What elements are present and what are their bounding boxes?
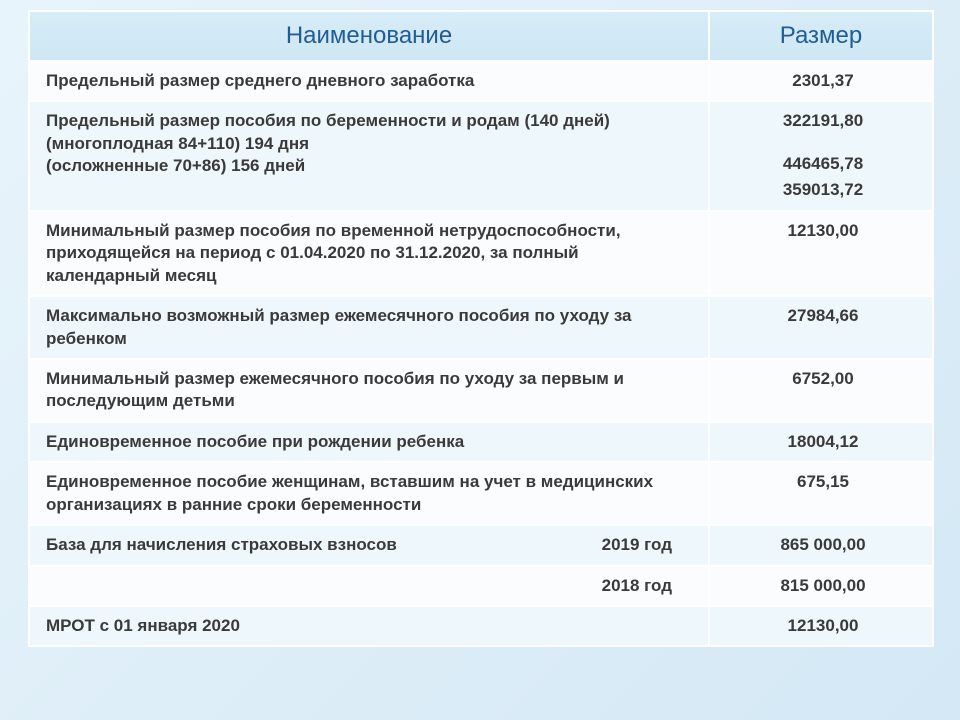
amount-cell: 27984,66 bbox=[709, 296, 933, 359]
table-row: Минимальный размер пособия по временной … bbox=[29, 211, 933, 296]
name-cell: Минимальный размер ежемесячного пособия … bbox=[29, 359, 709, 422]
name-cell: Минимальный размер пособия по временной … bbox=[29, 211, 709, 296]
name-text: Минимальный размер пособия по временной … bbox=[46, 221, 621, 285]
name-cell: Предельный размер пособия по беременност… bbox=[29, 101, 709, 210]
name-cell: Единовременное пособие при рождении ребе… bbox=[29, 422, 709, 462]
table-row: База для начисления страховых взносов 201… bbox=[29, 525, 933, 565]
name-text: Предельный размер пособия по беременност… bbox=[46, 111, 610, 175]
name-cell: Максимально возможный размер ежемесячног… bbox=[29, 296, 709, 359]
table-row: Предельный размер пособия по беременност… bbox=[29, 101, 933, 210]
table-body: Предельный размер среднего дневного зара… bbox=[29, 61, 933, 646]
name-cell: Предельный размер среднего дневного зара… bbox=[29, 61, 709, 101]
table-row: 2018 год 815 000,00 bbox=[29, 566, 933, 606]
table-header-row: Наименование Размер bbox=[29, 11, 933, 61]
amount-cell: 18004,12 bbox=[709, 422, 933, 462]
col-header-amount: Размер bbox=[709, 11, 933, 61]
name-text: Минимальный размер ежемесячного пособия … bbox=[46, 369, 624, 410]
amount-value: 359013,72 bbox=[783, 179, 863, 201]
name-cell: База для начисления страховых взносов 201… bbox=[29, 525, 709, 565]
name-cell: Единовременное пособие женщинам, вставши… bbox=[29, 462, 709, 525]
name-cell: МРОТ с 01 января 2020 bbox=[29, 606, 709, 646]
benefits-table: Наименование Размер Предельный размер ср… bbox=[28, 10, 934, 647]
amount-cell: 2301,37 bbox=[709, 61, 933, 101]
name-text: МРОТ с 01 января 2020 bbox=[46, 616, 240, 635]
table-row: Минимальный размер ежемесячного пособия … bbox=[29, 359, 933, 422]
inline-year: 2018 год bbox=[602, 575, 696, 597]
amount-value: 446465,78 bbox=[783, 153, 863, 175]
amount-cell: 12130,00 bbox=[709, 606, 933, 646]
name-text: Единовременное пособие женщинам, вставши… bbox=[46, 472, 653, 513]
name-text: Максимально возможный размер ежемесячног… bbox=[46, 306, 632, 347]
amount-cell: 865 000,00 bbox=[709, 525, 933, 565]
table-row: Предельный размер среднего дневного зара… bbox=[29, 61, 933, 101]
table-row: Единовременное пособие при рождении ребе… bbox=[29, 422, 933, 462]
amount-cell: 12130,00 bbox=[709, 211, 933, 296]
name-text: Предельный размер среднего дневного зара… bbox=[46, 71, 474, 90]
amount-cell: 6752,00 bbox=[709, 359, 933, 422]
table-row: Единовременное пособие женщинам, вставши… bbox=[29, 462, 933, 525]
name-cell: 2018 год bbox=[29, 566, 709, 606]
amount-cell: 675,15 bbox=[709, 462, 933, 525]
name-text: Единовременное пособие при рождении ребе… bbox=[46, 432, 464, 451]
amount-stack: 322191,80 446465,78 359013,72 bbox=[726, 110, 920, 201]
amount-value: 322191,80 bbox=[783, 110, 863, 132]
name-text: База для начисления страховых взносов bbox=[46, 535, 397, 554]
table-row: Максимально возможный размер ежемесячног… bbox=[29, 296, 933, 359]
inline-year: 2019 год bbox=[602, 534, 696, 556]
amount-cell: 322191,80 446465,78 359013,72 bbox=[709, 101, 933, 210]
col-header-name: Наименование bbox=[29, 11, 709, 61]
page-wrapper: Наименование Размер Предельный размер ср… bbox=[0, 0, 960, 657]
table-row: МРОТ с 01 января 2020 12130,00 bbox=[29, 606, 933, 646]
amount-cell: 815 000,00 bbox=[709, 566, 933, 606]
